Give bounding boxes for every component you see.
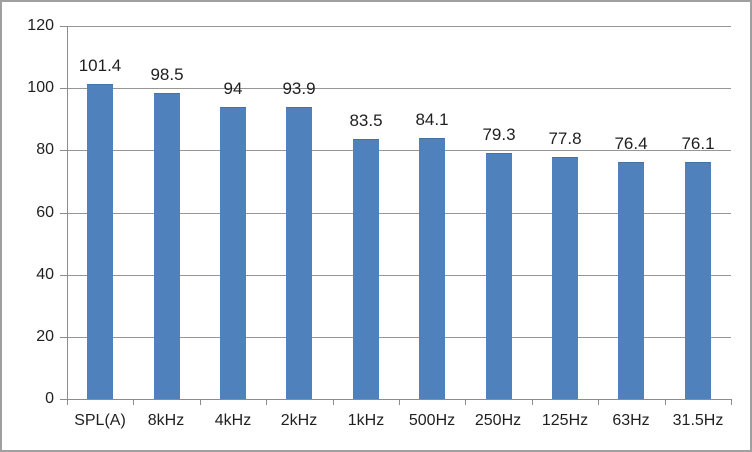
bar-8kHz	[154, 93, 180, 400]
data-label: 94	[223, 79, 243, 98]
bar-2kHz	[286, 107, 312, 400]
category-label: 1kHz	[347, 412, 385, 429]
x-axis-tick	[133, 399, 134, 405]
data-label: 93.9	[282, 79, 316, 98]
y-axis-tick	[60, 275, 67, 276]
y-axis-tick-label: 40	[36, 266, 54, 283]
y-axis-tick	[60, 26, 67, 27]
y-gridline	[67, 213, 731, 214]
category-label: 500Hz	[408, 412, 456, 429]
bar-1kHz	[353, 139, 379, 400]
y-gridline	[67, 88, 731, 89]
y-gridline	[67, 150, 731, 151]
y-axis-tick	[60, 88, 67, 89]
category-label: 63Hz	[612, 412, 650, 429]
data-label: 98.5	[150, 65, 184, 84]
category-label: 2kHz	[280, 412, 318, 429]
y-axis-tick-label: 0	[45, 390, 54, 407]
category-label: 31.5Hz	[672, 412, 724, 429]
y-axis-tick-label: 20	[36, 328, 54, 345]
data-label: 83.5	[349, 111, 383, 130]
y-axis-line	[67, 26, 68, 399]
x-axis-tick	[399, 399, 400, 405]
category-label: 125Hz	[541, 412, 589, 429]
x-axis-tick	[333, 399, 334, 405]
bar-4kHz	[220, 107, 246, 400]
x-axis-tick	[731, 399, 732, 405]
x-axis-tick	[200, 399, 201, 405]
category-label: SPL(A)	[74, 412, 126, 429]
category-label: 4kHz	[214, 412, 252, 429]
data-label: 79.3	[482, 125, 516, 144]
x-axis-tick	[465, 399, 466, 405]
bar-250Hz	[486, 153, 512, 400]
x-axis-tick	[532, 399, 533, 405]
bar-31.5Hz	[685, 162, 711, 400]
x-axis-tick	[665, 399, 666, 405]
category-label: 250Hz	[474, 412, 522, 429]
y-gridline	[67, 26, 731, 27]
y-axis-tick	[60, 213, 67, 214]
bar-SPL(A)	[87, 84, 113, 400]
bar-500Hz	[419, 138, 445, 400]
bar-63Hz	[618, 162, 644, 400]
y-axis-tick	[60, 337, 67, 338]
x-axis-tick	[266, 399, 267, 405]
y-axis-tick-label: 60	[36, 204, 54, 221]
bar-125Hz	[552, 157, 578, 400]
y-gridline	[67, 337, 731, 338]
data-label: 77.8	[548, 129, 582, 148]
x-axis-tick	[598, 399, 599, 405]
x-axis-tick	[67, 399, 68, 405]
data-label: 76.1	[681, 134, 715, 153]
category-label: 8kHz	[147, 412, 185, 429]
y-axis-tick	[60, 150, 67, 151]
y-axis-tick-label: 100	[27, 79, 54, 96]
data-label: 101.4	[78, 56, 122, 75]
data-label: 76.4	[614, 134, 648, 153]
data-label: 84.1	[415, 110, 449, 129]
y-axis-tick-label: 120	[27, 17, 54, 34]
y-axis-tick	[60, 399, 67, 400]
y-gridline	[67, 275, 731, 276]
y-axis-tick-label: 80	[36, 141, 54, 158]
